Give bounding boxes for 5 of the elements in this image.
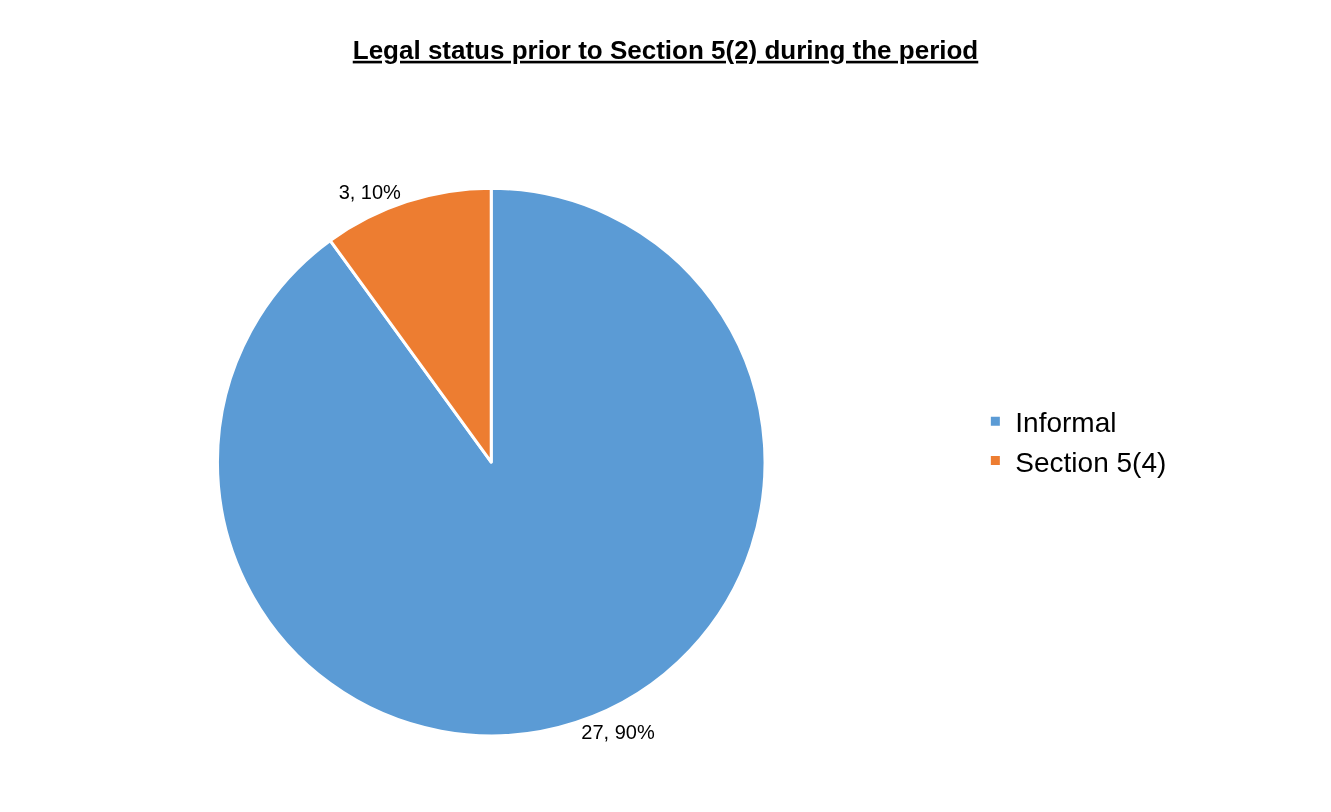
chart-title: Legal status prior to Section 5(2) during the period	[352, 34, 979, 65]
data-label: 27, 90%	[581, 721, 655, 744]
data-label: 3, 10%	[338, 180, 402, 203]
legend-label: Section 5(4)	[1015, 446, 1167, 478]
legend-label: Informal	[1015, 407, 1117, 439]
